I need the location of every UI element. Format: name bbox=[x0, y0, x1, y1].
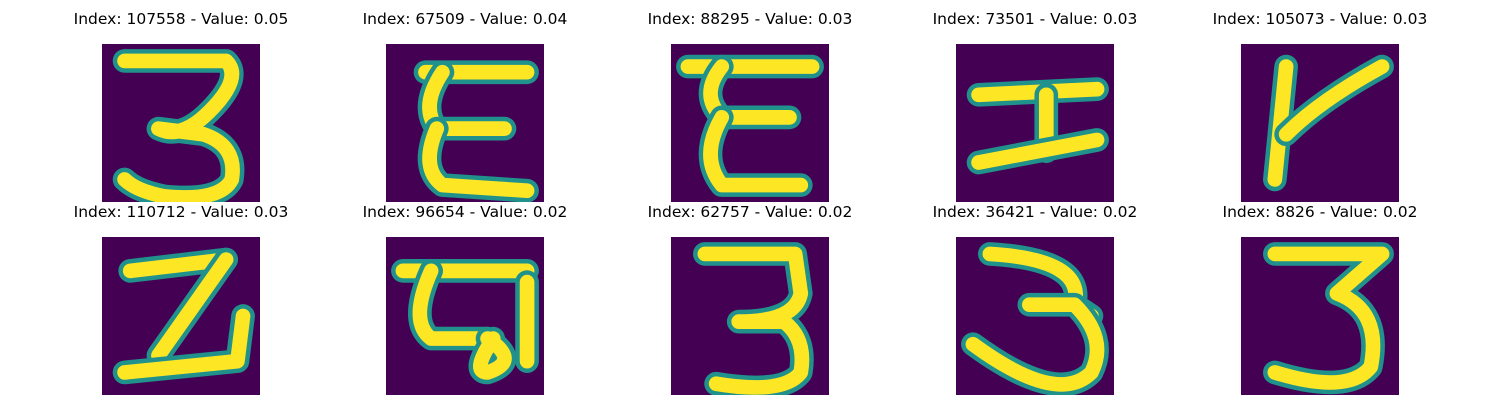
panel-title: Index: 8826 - Value: 0.02 bbox=[1175, 203, 1465, 225]
image-panel: Index: 107558 - Value: 0.05 bbox=[36, 10, 326, 200]
glyph-image bbox=[386, 237, 544, 395]
glyph-image bbox=[671, 237, 829, 395]
panel-title: Index: 36421 - Value: 0.02 bbox=[890, 203, 1180, 225]
glyph-image bbox=[386, 44, 544, 202]
glyph-image bbox=[1241, 44, 1399, 202]
image-panel: Index: 8826 - Value: 0.02 bbox=[1175, 203, 1465, 393]
panel-title: Index: 67509 - Value: 0.04 bbox=[320, 10, 610, 32]
panel-title: Index: 88295 - Value: 0.03 bbox=[605, 10, 895, 32]
image-panel: Index: 110712 - Value: 0.03 bbox=[36, 203, 326, 393]
image-panel: Index: 96654 - Value: 0.02 bbox=[320, 203, 610, 393]
panel-title: Index: 96654 - Value: 0.02 bbox=[320, 203, 610, 225]
glyph-image bbox=[102, 237, 260, 395]
image-panel: Index: 73501 - Value: 0.03 bbox=[890, 10, 1180, 200]
image-panel: Index: 88295 - Value: 0.03 bbox=[605, 10, 895, 200]
image-panel: Index: 67509 - Value: 0.04 bbox=[320, 10, 610, 200]
panel-title: Index: 73501 - Value: 0.03 bbox=[890, 10, 1180, 32]
glyph-image bbox=[1241, 237, 1399, 395]
panel-title: Index: 105073 - Value: 0.03 bbox=[1175, 10, 1465, 32]
glyph-image bbox=[102, 44, 260, 202]
panel-title: Index: 110712 - Value: 0.03 bbox=[36, 203, 326, 225]
glyph-image bbox=[671, 44, 829, 202]
image-panel: Index: 105073 - Value: 0.03 bbox=[1175, 10, 1465, 200]
image-panel: Index: 36421 - Value: 0.02 bbox=[890, 203, 1180, 393]
image-panel: Index: 62757 - Value: 0.02 bbox=[605, 203, 895, 393]
glyph-image bbox=[956, 237, 1114, 395]
glyph-image bbox=[956, 44, 1114, 202]
panel-title: Index: 107558 - Value: 0.05 bbox=[36, 10, 326, 32]
panel-title: Index: 62757 - Value: 0.02 bbox=[605, 203, 895, 225]
